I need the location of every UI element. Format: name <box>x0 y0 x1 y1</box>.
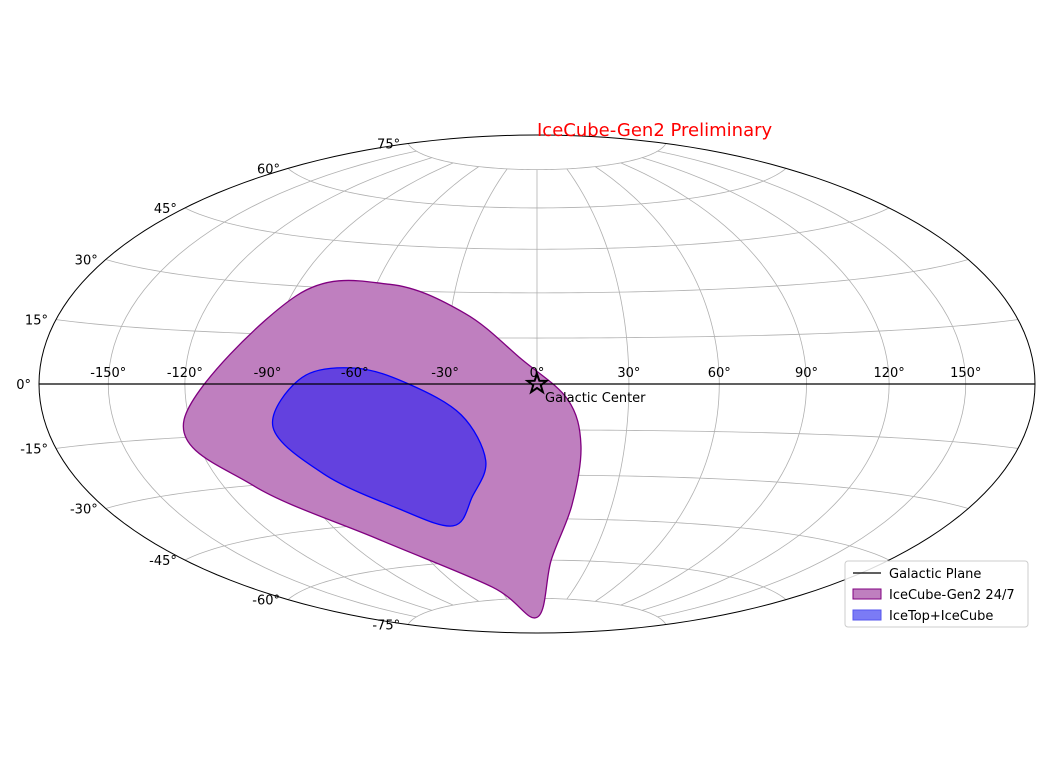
chart-annotation: IceCube-Gen2 Preliminary <box>537 120 773 141</box>
latitude-tick-label: -45° <box>149 554 177 569</box>
latitude-tick-label: -75° <box>372 619 400 634</box>
longitude-tick-label: -120° <box>167 366 203 381</box>
legend-frame <box>844 560 1029 628</box>
latitude-tick-label: -15° <box>20 442 48 457</box>
latitude-tick-label: -30° <box>70 502 98 517</box>
latitude-tick-label: 45° <box>154 202 177 217</box>
longitude-tick-label: -150° <box>90 366 126 381</box>
legend-entry-label: IceCube-Gen2 24/7 <box>889 588 1015 603</box>
galactic-center-marker <box>524 370 550 395</box>
longitude-tick-label: -30° <box>431 366 459 381</box>
longitude-tick-label: 90° <box>795 366 818 381</box>
latitude-tick-label: 30° <box>75 254 98 269</box>
series-layer <box>182 279 582 619</box>
latitude-tick-label: 0° <box>16 378 31 393</box>
longitude-tick-label: -60° <box>341 366 369 381</box>
galactic-center-label: Galactic Center <box>545 391 646 406</box>
longitude-tick-label: 0° <box>530 366 545 381</box>
projection-border <box>38 134 1036 634</box>
latitude-tick-label: 60° <box>257 162 280 177</box>
galactic-center-layer: Galactic Center <box>524 370 646 406</box>
longitude-tick-label: 60° <box>708 366 731 381</box>
legend-swatch-patch <box>852 609 882 621</box>
tick-labels: -150° -120° -90° -60° -30° 0° 30° 60° 90° 120° 150… <box>16 137 981 633</box>
series-region-2 <box>271 367 487 527</box>
legend-swatch-patch <box>852 588 882 600</box>
legend: Galactic Plane IceCube-Gen2 24/7 IceTop+Ic… <box>844 560 1029 628</box>
legend-entry-label: Galactic Plane <box>889 567 981 582</box>
latitude-tick-label: -60° <box>252 594 280 609</box>
longitude-tick-label: 120° <box>873 366 904 381</box>
latitude-tick-label: 75° <box>377 137 400 152</box>
longitude-tick-label: 30° <box>617 366 640 381</box>
latitude-tick-label: 15° <box>25 314 48 329</box>
longitude-tick-label: -90° <box>254 366 282 381</box>
legend-entry-label: IceTop+IceCube <box>889 609 993 624</box>
longitude-tick-label: 150° <box>950 366 981 381</box>
